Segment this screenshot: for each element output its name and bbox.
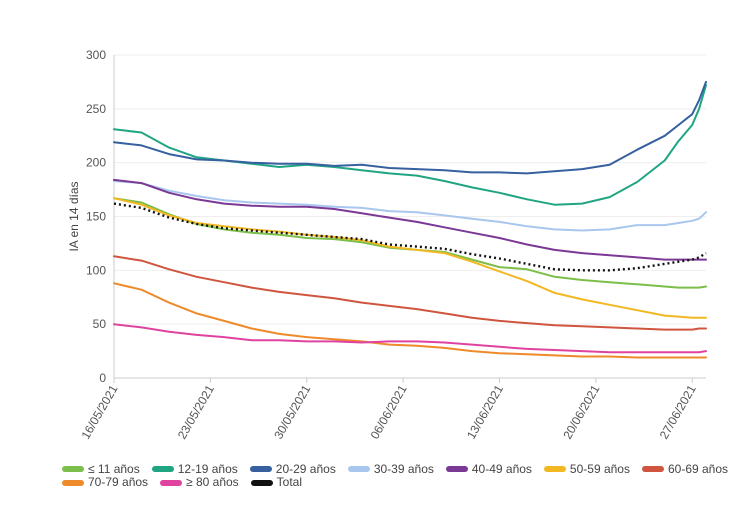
x-tick-label: 06/06/2021 [368,382,410,441]
legend-label: 70-79 años [88,475,149,489]
legend-label: Total [276,475,303,489]
x-tick-label: 13/06/2021 [464,382,506,441]
y-axis-title: IA en 14 días [67,181,81,251]
legend-swatch [641,466,664,472]
y-tick-label: 250 [86,102,106,116]
series-line-3 [113,180,707,232]
legend-swatch [62,479,84,486]
series-line-6 [113,255,707,331]
legend-label: 12-19 años [177,461,238,476]
y-tick-label: 200 [86,156,106,170]
y-tick-label: 50 [93,317,107,331]
legend-label: ≥ 80 años [186,475,239,489]
legend-label: 60-69 años [667,461,729,476]
y-tick-label: 150 [86,210,106,224]
x-tick-label: 23/05/2021 [175,382,217,441]
legend-item[interactable]: 70-79 años [62,476,148,489]
legend-item[interactable]: 50-59 años [543,461,630,476]
legend-item[interactable]: 20-29 años [249,461,336,476]
series-line-4 [113,178,707,261]
legend-swatch [160,479,183,486]
legend-item[interactable]: 12-19 años [151,461,238,476]
x-tick-label: 20/06/2021 [560,382,602,441]
legend-label: 30-39 años [373,461,434,476]
legend-swatch [543,466,566,472]
y-gridlines [114,54,706,379]
series-line-1 [113,84,707,206]
series-line-8 [113,323,707,354]
legend-item[interactable]: 30-39 años [347,461,434,476]
x-tick-label: 30/05/2021 [271,382,313,441]
series-line-5 [113,197,707,319]
legend-swatch [249,466,272,472]
y-tick-label: 300 [86,48,106,62]
legend-label: 20-29 años [275,461,336,476]
legend-swatch [151,466,174,472]
legend-label: 50-59 años [569,461,630,476]
legend-swatch [445,466,468,472]
legend-item[interactable]: 60-69 años [641,461,729,476]
legend-item[interactable]: Total [250,475,303,489]
y-tick-labels: 0 50 100 150 200 250 300 [86,48,106,385]
y-tick-label: 0 [99,371,106,385]
legend-item[interactable]: 40-49 años [445,461,532,476]
x-tick-labels: 16/05/2021 23/05/2021 30/05/2021 06/06/2021… [78,378,699,442]
series-line-9 [113,202,707,272]
legend-swatch [347,466,370,472]
series-line-2 [113,80,707,175]
legend-item[interactable]: ≤ 11 años [62,461,140,476]
legend: ≤ 11 años 12-19 años 20-29 años 30-39 años 4… [62,462,742,489]
x-tick-label: 16/05/2021 [78,382,120,441]
series-line-0 [113,197,707,289]
y-tick-label: 100 [86,263,106,277]
y-axis-label-group: IA en 14 días [67,181,81,251]
legend-swatch [62,466,84,472]
series-lines [113,80,707,359]
legend-label: ≤ 11 años [88,461,140,476]
legend-label: 40-49 años [471,461,532,476]
legend-item[interactable]: ≥ 80 años [160,476,239,489]
series-line-7 [113,282,707,359]
legend-swatch [250,479,273,486]
x-tick-label: 27/06/2021 [657,382,699,441]
